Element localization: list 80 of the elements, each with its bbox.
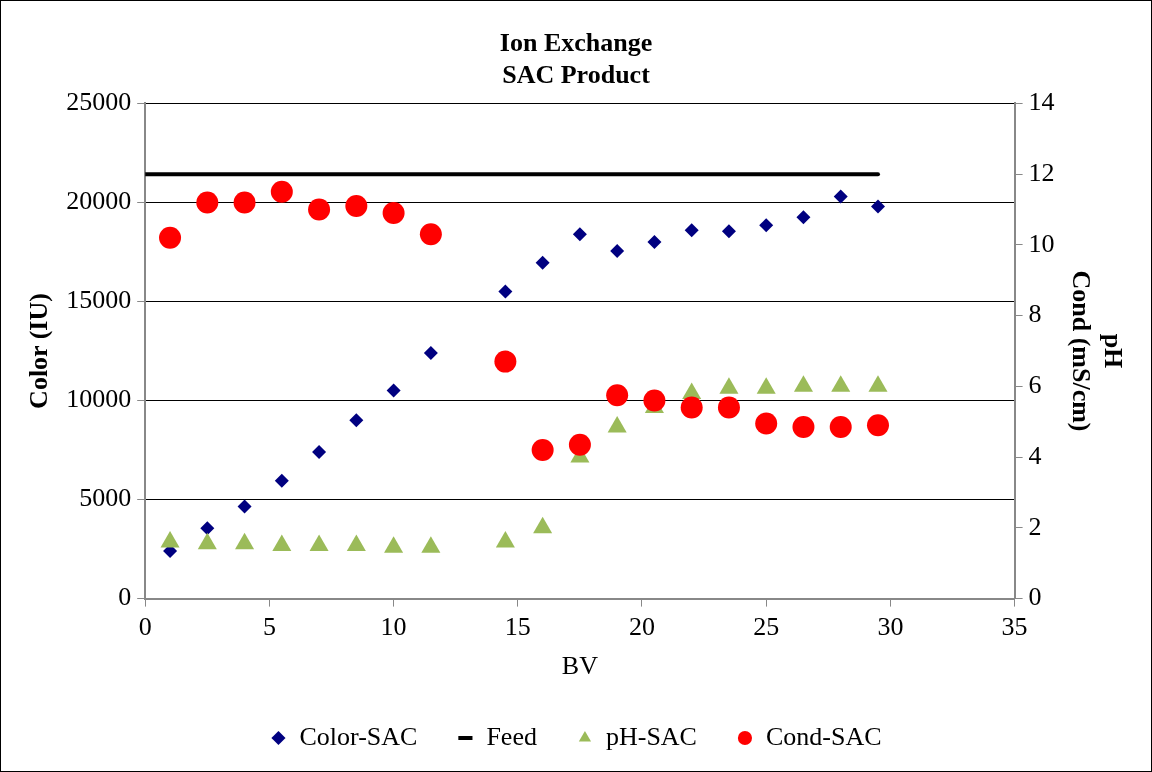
point: [647, 235, 662, 250]
point: [309, 534, 329, 552]
point: [719, 377, 739, 394]
y2-tick-label: 14: [1028, 87, 1055, 117]
point: [610, 243, 625, 258]
y-tick-label: 25000: [66, 87, 132, 117]
y2-tick-label: 0: [1028, 582, 1042, 612]
point: [495, 531, 515, 548]
point: [868, 375, 888, 392]
point: [233, 191, 256, 214]
point: [684, 223, 699, 238]
point: [384, 536, 404, 553]
y-tick-label: 0: [118, 582, 132, 612]
point: [382, 202, 405, 225]
x-tick-label: 10: [380, 612, 407, 642]
y-tick-label: 5000: [79, 483, 132, 513]
point: [345, 194, 368, 217]
y2-tick-label: 4: [1028, 440, 1042, 470]
point: [159, 226, 182, 249]
legend-label: Color-SAC: [299, 721, 418, 751]
legend-label: Cond-SAC: [765, 721, 882, 751]
legend-label: Feed: [486, 721, 537, 751]
point: [643, 389, 666, 412]
chart-title: Ion Exchange SAC Product: [499, 28, 653, 89]
point: [196, 191, 219, 214]
x-tick-label: 0: [138, 612, 152, 642]
point: [607, 416, 627, 433]
point: [308, 198, 331, 221]
point: [572, 227, 587, 242]
y2-tick-label: 8: [1028, 299, 1042, 329]
point: [346, 534, 366, 552]
point: [197, 532, 217, 550]
point: [870, 199, 885, 214]
point: [793, 375, 813, 392]
point: [533, 516, 553, 534]
point: [160, 531, 180, 548]
point: [270, 180, 293, 203]
point: [866, 414, 889, 437]
x-tick-label: 30: [877, 612, 904, 642]
point: [386, 383, 401, 398]
point: [200, 521, 215, 536]
y2-tick-label: 12: [1028, 157, 1055, 187]
point: [272, 534, 292, 552]
y-tick-label: 20000: [66, 186, 132, 216]
point: [568, 433, 591, 456]
point: [235, 532, 255, 550]
x-tick-label: 25: [753, 612, 780, 642]
x-tick-label: 35: [1001, 612, 1028, 642]
point: [237, 499, 252, 514]
legend-label: pH-SAC: [605, 721, 697, 751]
point: [759, 218, 774, 233]
y-tick-label: 10000: [66, 384, 132, 414]
point: [349, 413, 364, 428]
point: [756, 377, 776, 394]
point: [274, 473, 289, 488]
point: [606, 384, 629, 407]
point: [419, 223, 442, 246]
point: [721, 224, 736, 239]
point: [680, 396, 703, 419]
point: [833, 189, 848, 204]
point: [498, 284, 513, 299]
point: [831, 375, 851, 392]
point: [423, 345, 438, 360]
point: [755, 412, 778, 435]
x-tick-label: 15: [504, 612, 531, 642]
y2-tick-label: 6: [1028, 370, 1042, 400]
point: [535, 255, 550, 270]
y2-tick-label: 2: [1028, 511, 1042, 541]
point: [717, 396, 740, 419]
point: [312, 445, 327, 460]
x-tick-label: 5: [262, 612, 276, 642]
point: [796, 210, 811, 225]
x-tick-label: 20: [629, 612, 655, 642]
point: [494, 350, 517, 373]
y-axis-title: Color (IU): [24, 293, 54, 409]
x-axis-title: BV: [561, 651, 599, 681]
y2-axis-title: pH Cond (mS/cm): [1067, 270, 1128, 432]
y-tick-label: 15000: [66, 285, 132, 315]
point: [421, 536, 441, 553]
y2-tick-label: 10: [1028, 228, 1055, 258]
